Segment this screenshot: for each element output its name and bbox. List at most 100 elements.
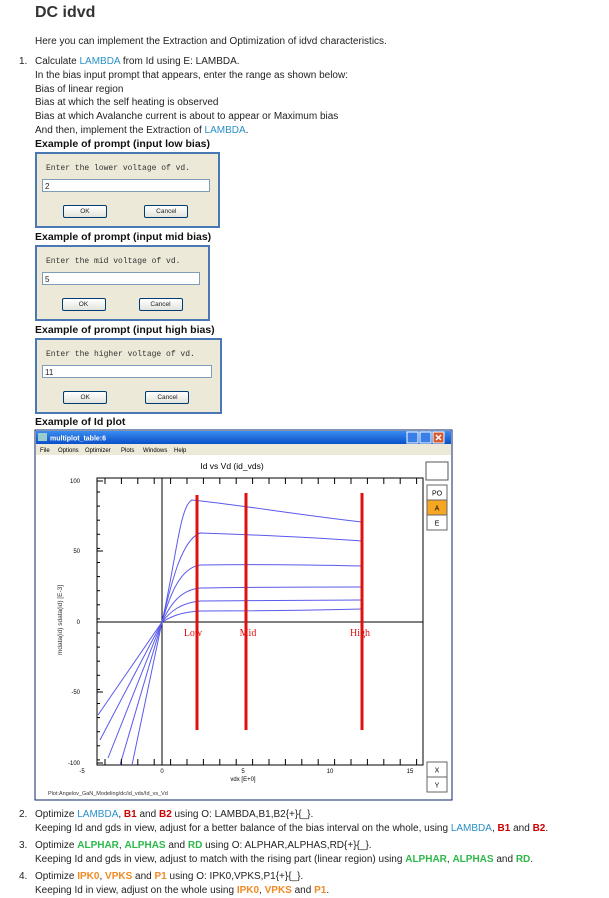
side-button-label: X [435,768,440,775]
step-number: 3. [19,840,28,851]
text-run: , [118,809,124,820]
text-run: and [510,823,533,834]
ok-button[interactable]: OK [63,391,108,404]
step-line: And then, implement the Extraction of LA… [35,124,248,137]
step-line: Optimize LAMBDA, B1 and B2 using O: LAMB… [35,808,313,821]
side-button[interactable] [426,776,448,793]
marker-label: Low [184,628,203,639]
x-tick-label: 0 [160,769,164,775]
text-run: Keeping Id and gds in view, adjust for a… [35,823,451,834]
side-button-label: PO [432,491,443,498]
text-run: IPK0 [77,871,100,882]
text-run: , [99,871,106,882]
example-heading: Example of prompt (input low bias) [35,138,211,150]
menu-item[interactable]: Optimizer [85,448,111,454]
prompt-text: Enter the higher voltage of vd. [46,350,195,359]
input-field[interactable]: 5 [42,272,200,285]
y-tick-label: -50 [71,690,80,696]
input-field[interactable]: 11 [42,365,212,378]
x-tick-label: -5 [79,769,85,775]
menu-item[interactable]: File [40,448,50,454]
input-field[interactable]: 2 [42,179,210,192]
text-run: . [245,125,249,136]
step-line: Bias of linear region [35,83,123,96]
prompt-text: Enter the lower voltage of vd. [46,164,191,173]
step-line: Bias at which Avalanche current is about… [35,110,338,123]
prompt-dialog: Enter the lower voltage of vd. 2 OK Cancel [35,152,220,228]
step-line: Optimize ALPHAR, ALPHAS and RD using O: … [35,839,372,852]
prompt-text: Enter the mid voltage of vd. [46,257,181,266]
step-line: In the bias input prompt that appears, e… [35,69,348,82]
text-run: And then, implement the Extraction of [35,125,205,136]
marker-lines [195,493,364,730]
text-run: , [446,854,453,865]
text-run: and [165,840,188,851]
cancel-button[interactable]: Cancel [145,391,190,404]
text-run: VPKS [264,885,292,896]
prompt-dialog: Enter the higher voltage of vd. 11 OK Cance… [35,338,222,414]
menu-item[interactable]: Plots [121,448,134,454]
y-axis-label: mdata(id) sdata(id) [E-3] [57,585,64,655]
text-run: , [491,823,498,834]
example-heading: Example of prompt (input mid bias) [35,231,212,243]
menu-item[interactable]: Options [58,448,79,454]
text-run: using O: IPK0,VPKS,P1{+}{_}. [166,871,304,882]
intro: Here you can implement the Extraction an… [35,36,387,47]
example-heading: Example of prompt (input high bias) [35,324,215,336]
x-axis-label: vdx [E+0] [230,777,256,783]
tool-icon[interactable] [425,461,449,481]
text-run: LAMBDA [450,823,492,834]
side-button-label: A [435,506,440,513]
text-run: RD [515,854,531,865]
text-run: from Id using E: LAMBDA. [120,56,240,67]
text-run: VPKS [105,871,133,882]
text-run: Keeping Id in view, adjust on the whole … [35,885,237,896]
title-bar [36,431,451,444]
text-run: P1 [154,871,167,882]
ok-button[interactable]: OK [61,298,106,311]
side-button[interactable] [426,514,448,531]
menu-item[interactable]: Windows [143,448,167,454]
text-run: LAMBDA [77,809,119,820]
text-run: . [326,885,330,896]
text-run: Keeping Id and gds in view, adjust to ma… [35,854,406,865]
text-run: ALPHAR [77,840,119,851]
text-run: ALPHAR [405,854,447,865]
window [34,429,453,801]
curves [97,499,363,766]
x-tick-label: 10 [327,769,334,775]
max-button[interactable] [419,431,432,444]
text-run: ALPHAS [124,840,166,851]
marker-label: Mid [240,628,257,639]
cancel-button[interactable]: Cancel [144,205,189,218]
text-run: B2 [532,823,546,834]
y-tick-label: 50 [73,549,80,555]
text-run: using O: LAMBDA,B1,B2{+}{_}. [171,809,314,820]
text-run: . [530,854,534,865]
min-button[interactable] [406,431,419,444]
close-icon [435,434,442,441]
text-run: Optimize [35,871,78,882]
text-run: RD [187,840,203,851]
text-run: . [545,823,549,834]
step-number: 4. [19,871,28,882]
ok-button[interactable]: OK [62,205,107,218]
page-title: DC idvd [35,4,96,21]
y-tick-label: 0 [77,620,81,626]
text-run: and [291,885,315,896]
step-line: Bias at which the self heating is observ… [35,96,218,109]
x-tick-label: 15 [407,769,414,775]
cancel-button[interactable]: Cancel [138,298,183,311]
marker-label: High [350,628,370,639]
text-run: and [136,809,159,820]
step-line: Optimize IPK0, VPKS and P1 using O: IPK0… [35,870,303,883]
text-run: In the bias input prompt that appears, e… [35,69,348,81]
window-icon [38,433,47,441]
menu-item[interactable]: Help [174,448,187,454]
x-tick-label: 5 [241,769,245,775]
step-line: Calculate LAMBDA from Id using E: LAMBDA… [35,55,240,68]
text-run: Optimize [35,840,78,851]
y-tick-label: 100 [70,479,81,485]
